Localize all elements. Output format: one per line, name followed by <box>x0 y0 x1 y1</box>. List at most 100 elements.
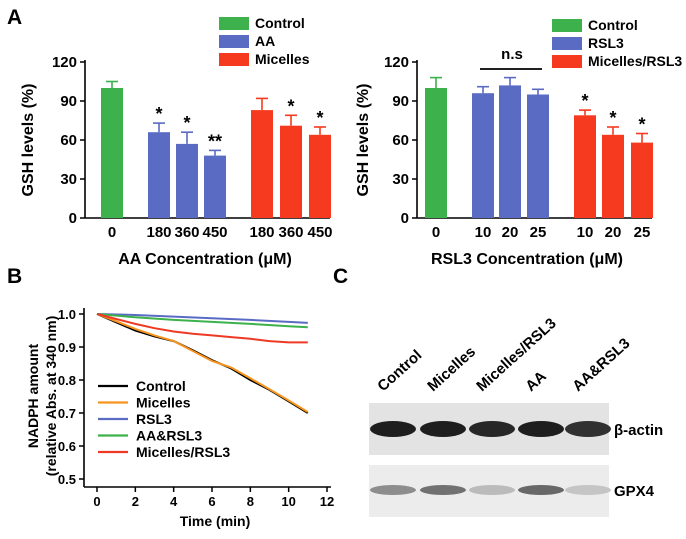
chart-nadph-line: NADPH amount (relative Abs. at 340 nm) T… <box>25 307 334 529</box>
blot-lane-label: AA <box>522 368 550 395</box>
y-tick-label: 0.6 <box>58 439 76 454</box>
legend-label: RSL3 <box>588 35 624 51</box>
x-tick-label: 10 <box>577 224 594 241</box>
chart-aa-gsh: GSH levels (%) AA Concentration (μM) 0 30… <box>20 15 333 268</box>
y-tick-label: 30 <box>392 171 409 188</box>
x-tick-label: 0 <box>93 494 100 509</box>
legend-label: Micelles/RSL3 <box>136 444 230 460</box>
x-tick-label: 25 <box>530 224 547 241</box>
legend-swatch <box>552 55 582 68</box>
c2-y-axis-label: GSH levels (%) <box>355 84 372 197</box>
significance-mark: ** <box>208 131 222 151</box>
blot-band <box>518 485 564 495</box>
x-tick-label: 10 <box>281 494 295 509</box>
bar <box>280 125 302 218</box>
bar <box>574 115 596 218</box>
blot-band <box>370 485 416 495</box>
series-line <box>96 313 308 329</box>
blot-band <box>518 421 564 437</box>
blot-lane-label: Micelles <box>424 343 479 395</box>
y-tick-label: 120 <box>384 54 409 71</box>
bar <box>499 85 521 219</box>
c3-y-axis-label: NADPH amount <box>25 344 41 449</box>
blot-band <box>469 421 515 437</box>
bar <box>176 143 198 218</box>
blot-row-label: GPX4 <box>614 483 655 500</box>
x-tick-label: 360 <box>174 224 199 241</box>
bar <box>602 134 624 218</box>
blot-lane-label: AA&RSL3 <box>569 335 633 395</box>
series-line <box>96 313 309 414</box>
legend-swatch <box>552 19 582 32</box>
x-tick-label: 360 <box>278 224 303 241</box>
significance-mark: * <box>316 108 323 128</box>
blot-band <box>565 485 611 495</box>
bar <box>527 94 549 218</box>
x-tick-label: 180 <box>249 224 274 241</box>
bar <box>101 88 123 218</box>
bar <box>425 88 447 218</box>
legend-label: RSL3 <box>136 411 172 427</box>
y-tick-label: 120 <box>52 54 77 71</box>
significance-mark: * <box>183 113 190 133</box>
legend-label: Control <box>136 378 186 394</box>
panel-letter-c: C <box>333 265 348 288</box>
bar <box>148 132 170 218</box>
c3-x-axis-label: Time (min) <box>180 513 251 529</box>
c3-y-axis-label-2: (relative Abs. at 340 nm) <box>43 316 59 477</box>
x-tick-label: 4 <box>170 494 178 509</box>
blot-band <box>420 485 466 495</box>
legend-label: Micelles <box>255 51 310 67</box>
c2-x-axis-label: RSL3 Concentration (μM) <box>431 251 623 268</box>
y-tick-label: 90 <box>60 93 77 110</box>
series-line <box>96 313 309 413</box>
y-tick-label: 0.8 <box>58 373 76 388</box>
y-tick-label: 60 <box>60 132 77 149</box>
y-tick-label: 1.0 <box>58 307 76 322</box>
legend-swatch <box>219 35 249 48</box>
y-tick-label: 0 <box>401 210 409 227</box>
blot-band <box>420 421 466 437</box>
x-tick-label: 10 <box>475 224 492 241</box>
x-tick-label: 180 <box>146 224 171 241</box>
chart-rsl3-gsh: GSH levels (%) RSL3 Concentration (μM) n… <box>355 17 682 268</box>
significance-mark: * <box>638 115 645 135</box>
c1-x-axis-label: AA Concentration (μM) <box>118 251 292 268</box>
c1-y-axis-label: GSH levels (%) <box>20 84 37 197</box>
significance-mark: * <box>609 108 616 128</box>
bar <box>251 110 273 218</box>
bar <box>631 142 653 218</box>
y-tick-label: 0.5 <box>58 472 76 487</box>
panel-letter-b: B <box>7 265 22 288</box>
x-tick-label: 8 <box>247 494 254 509</box>
legend-label: Micelles <box>136 395 191 411</box>
x-tick-label: 0 <box>108 224 116 241</box>
y-tick-label: 30 <box>60 171 77 188</box>
blot-row-label: β-actin <box>614 422 663 439</box>
x-tick-label: 6 <box>208 494 215 509</box>
legend-swatch <box>552 37 582 50</box>
series-line <box>96 313 308 324</box>
blot-band <box>370 421 416 437</box>
significance-mark: * <box>287 96 294 116</box>
y-tick-label: 0.7 <box>58 406 76 421</box>
series-line <box>96 313 308 344</box>
x-tick-label: 20 <box>502 224 519 241</box>
bar <box>204 155 226 218</box>
y-tick-label: 60 <box>392 132 409 149</box>
blot-band <box>565 421 611 437</box>
blot-lane-label: Control <box>374 347 425 395</box>
x-tick-label: 20 <box>605 224 622 241</box>
panel-letter-a: A <box>7 6 22 29</box>
x-tick-label: 2 <box>132 494 139 509</box>
legend-label: Control <box>588 17 638 33</box>
x-tick-label: 25 <box>634 224 651 241</box>
x-tick-label: 12 <box>320 494 334 509</box>
legend-label: AA <box>255 33 275 49</box>
legend-swatch <box>219 53 249 66</box>
bar <box>309 134 331 218</box>
y-tick-label: 0 <box>69 210 77 227</box>
